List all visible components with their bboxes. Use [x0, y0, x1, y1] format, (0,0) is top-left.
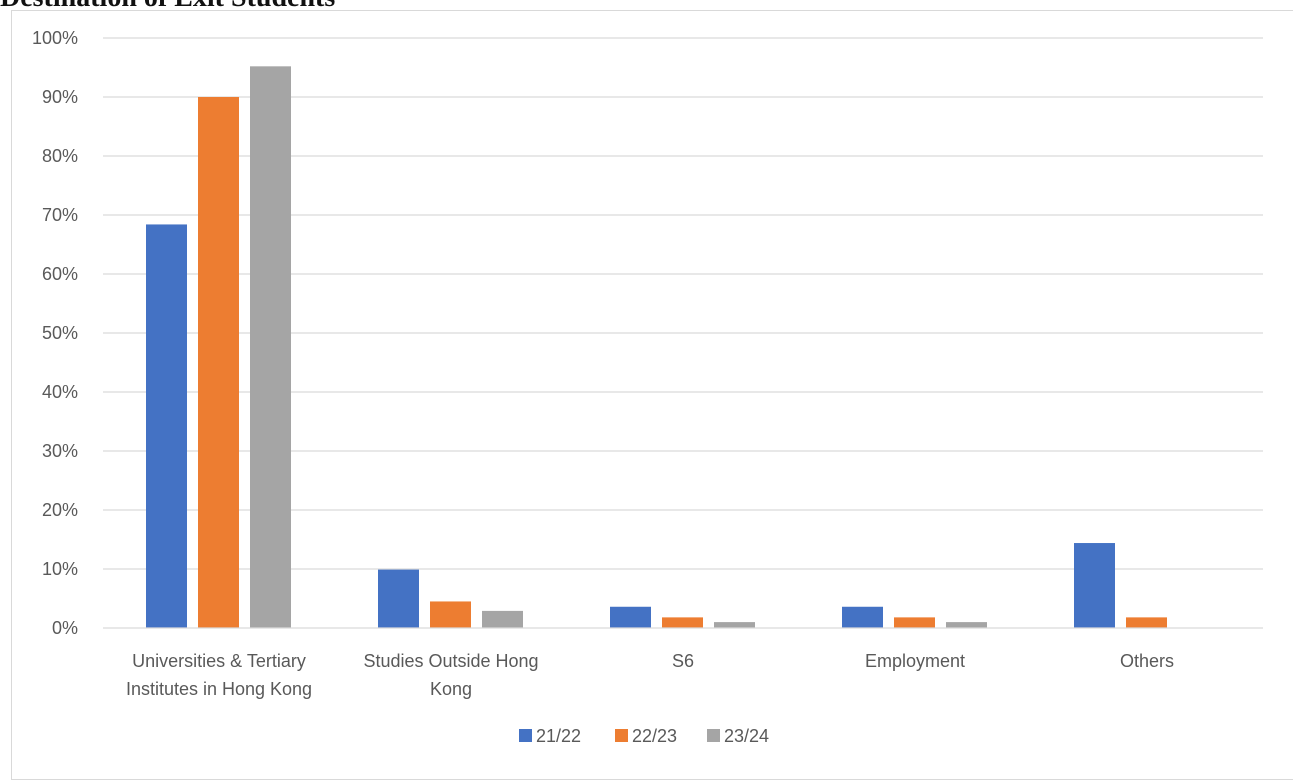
- bar-22-23: [1126, 617, 1167, 628]
- bar-21-22: [610, 606, 651, 628]
- bars: [146, 66, 1167, 628]
- y-tick-label: 0%: [52, 618, 78, 638]
- bar-22-23: [894, 617, 935, 628]
- legend: 21/22 22/23 23/24: [519, 726, 769, 746]
- legend-label: 23/24: [724, 726, 769, 746]
- page-title: Destination of Exit Students: [0, 0, 1293, 14]
- gridlines: [103, 37, 1263, 570]
- legend-label: 22/23: [632, 726, 677, 746]
- bar-23-24: [714, 622, 755, 628]
- bar-21-22: [146, 224, 187, 628]
- y-tick-label: 100%: [32, 28, 78, 48]
- legend-swatch: [615, 729, 628, 742]
- bar-22-23: [198, 97, 239, 628]
- y-tick-label: 90%: [42, 87, 78, 107]
- y-axis-tick-labels: 0% 10% 20% 30% 40% 50% 60% 70% 80% 90% 100%: [32, 28, 78, 638]
- y-tick-label: 80%: [42, 146, 78, 166]
- x-category-label: S6: [672, 651, 694, 671]
- bar-23-24: [482, 610, 523, 628]
- y-tick-label: 20%: [42, 500, 78, 520]
- bar-23-24: [946, 622, 987, 628]
- bar-22-23: [662, 617, 703, 628]
- x-category-label: Employment: [865, 651, 965, 671]
- y-tick-label: 10%: [42, 559, 78, 579]
- bar-21-22: [842, 606, 883, 628]
- bar-21-22: [378, 569, 419, 628]
- bar-21-22: [1074, 543, 1115, 628]
- legend-swatch: [707, 729, 720, 742]
- y-tick-label: 70%: [42, 205, 78, 225]
- y-tick-label: 30%: [42, 441, 78, 461]
- y-tick-label: 40%: [42, 382, 78, 402]
- legend-swatch: [519, 729, 532, 742]
- x-axis-category-labels: Universities & Tertiary Institutes in Hon…: [126, 651, 1174, 699]
- x-category-label: Studies Outside Hong Kong: [363, 651, 538, 699]
- x-category-label: Others: [1120, 651, 1174, 671]
- y-tick-label: 60%: [42, 264, 78, 284]
- bar-22-23: [430, 601, 471, 628]
- legend-label: 21/22: [536, 726, 581, 746]
- bar-23-24: [250, 66, 291, 628]
- x-category-label: Universities & Tertiary Institutes in Hon…: [126, 651, 312, 699]
- y-tick-label: 50%: [42, 323, 78, 343]
